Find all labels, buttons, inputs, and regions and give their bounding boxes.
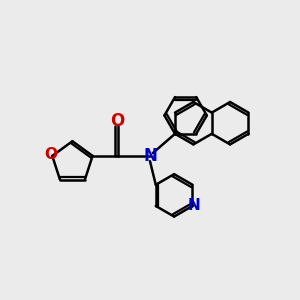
Text: N: N (143, 147, 157, 165)
Text: O: O (110, 112, 125, 130)
Text: O: O (44, 147, 57, 162)
Text: N: N (188, 199, 200, 214)
